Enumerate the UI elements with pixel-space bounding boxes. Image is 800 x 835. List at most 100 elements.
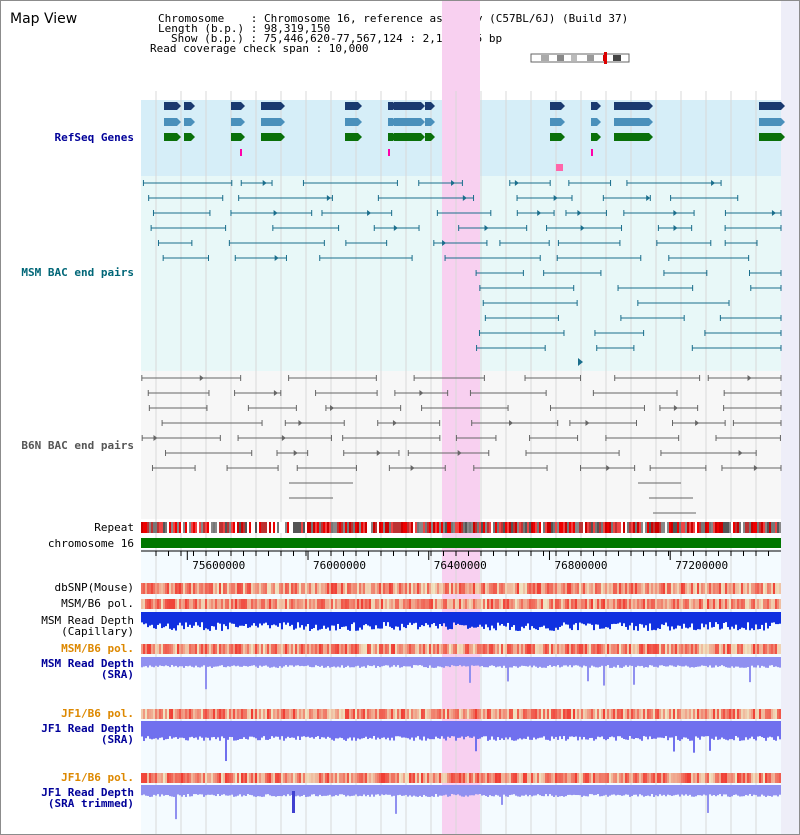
jf1-trim-depth-bar [749, 785, 751, 795]
repeat-segment [409, 522, 411, 533]
jf1-trim-depth-bar [185, 785, 187, 797]
repeat-segment [519, 522, 521, 533]
track-label-b6n-bac[interactable]: B6N BAC end pairs [21, 439, 134, 452]
jf1-pol2-heat [179, 773, 181, 783]
jf1-depth-bar [527, 721, 529, 737]
msm-pol-sra-heat [175, 644, 177, 654]
msm-capillary-depth-bar [315, 612, 317, 625]
msm-pol-sra-heat [203, 644, 205, 654]
msm-pol-heat [369, 599, 371, 609]
dbsnp-heat [223, 583, 225, 594]
jf1-trim-depth-bar [453, 785, 455, 795]
jf1-depth-bar [625, 721, 627, 740]
msm-pol-heat [663, 599, 665, 609]
jf1-trim-depth-bar [401, 785, 403, 796]
jf1-pol2-heat [261, 773, 263, 783]
dbsnp-heat [531, 583, 533, 594]
length-info: Length (b.p.) : 98,319,150 [158, 22, 331, 35]
msm-pol-heat [691, 599, 693, 609]
repeat-segment [635, 522, 637, 533]
jf1-pol-heat [495, 709, 497, 719]
msm-pol-sra-heat [469, 644, 471, 654]
msm-pol-sra-heat [641, 644, 643, 654]
dbsnp-heat [435, 583, 437, 594]
jf1-pol2-heat [203, 773, 205, 783]
msm-pol-heat [777, 599, 779, 609]
jf1-pol-heat [477, 709, 479, 719]
msm-capillary-depth-bar [635, 612, 637, 627]
msm-sra-depth-bar [647, 657, 649, 668]
dbsnp-heat [697, 583, 699, 594]
msm-pol-heat [683, 599, 685, 609]
track-label-refseq[interactable]: RefSeq Genes [54, 131, 134, 144]
repeat-segment [523, 522, 525, 533]
jf1-pol2-heat [275, 773, 277, 783]
msm-sra-depth-bar [283, 657, 285, 667]
jf1-pol2-heat [497, 773, 499, 783]
msm-capillary-depth-bar [449, 612, 451, 629]
msm-pol-heat [171, 599, 173, 609]
repeat-segment [763, 522, 765, 533]
msm-pol-heat [675, 599, 677, 609]
msm-sra-depth-bar [441, 657, 443, 668]
b6n-pair-arrow [376, 450, 381, 456]
msm-capillary-depth-bar [467, 612, 469, 629]
dbsnp-heat [397, 583, 399, 594]
jf1-pol-heat [713, 709, 715, 719]
jf1-pol2-heat [485, 773, 487, 783]
repeat-segment [689, 522, 691, 533]
jf1-pol-heat [641, 709, 643, 719]
msm-sra-depth-bar [495, 657, 497, 668]
msm-pol-sra-heat [665, 644, 667, 654]
msm-pol-sra-heat [193, 644, 195, 654]
msm-pol-heat [517, 599, 519, 609]
msm-pol-sra-heat [503, 644, 505, 654]
track-label-msm-bac[interactable]: MSM BAC end pairs [21, 266, 134, 279]
msm-pol-sra-heat [465, 644, 467, 654]
jf1-pol2-heat [683, 773, 685, 783]
repeat-segment [471, 522, 473, 533]
msm-sra-depth-bar [163, 657, 165, 667]
msm-sra-depth-bar [255, 657, 257, 667]
msm-sra-depth-bar [183, 657, 185, 668]
jf1-pol-heat [609, 709, 611, 719]
jf1-pol-heat [623, 709, 625, 719]
repeat-segment [483, 522, 485, 533]
refseq-gene [550, 133, 561, 141]
msm-pol-heat [153, 599, 155, 609]
dbsnp-heat [417, 583, 419, 594]
repeat-segment [601, 522, 603, 533]
dbsnp-heat [189, 583, 191, 594]
msm-sra-depth-bar [433, 657, 435, 668]
msm-pol-heat [169, 599, 171, 609]
jf1-trim-depth-bar [777, 785, 779, 797]
msm-capillary-depth-bar [677, 612, 679, 626]
jf1-depth-bar [315, 721, 317, 737]
jf1-trim-depth-bar [363, 785, 365, 795]
jf1-depth-bar [503, 721, 505, 740]
jf1-depth-bar [715, 721, 717, 737]
b6n-pair-arrow [298, 420, 303, 426]
jf1-pol-heat [269, 709, 271, 719]
msm-sra-depth-bar [777, 657, 779, 668]
dbsnp-heat [267, 583, 269, 594]
jf1-depth-bar [613, 721, 615, 738]
jf1-pol2-heat [259, 773, 261, 783]
msm-capillary-depth-bar [685, 612, 687, 628]
jf1-depth-bar [267, 721, 269, 740]
repeat-segment [747, 522, 749, 533]
refseq-gene [614, 118, 649, 126]
jf1-pol-heat [339, 709, 341, 719]
refseq-gene [614, 133, 649, 141]
jf1-pol-heat [307, 709, 309, 719]
jf1-pol2-heat [447, 773, 449, 783]
msm-pol-sra-heat [321, 644, 323, 654]
jf1-pol2-heat [729, 773, 731, 783]
msm-pol-heat [497, 599, 499, 609]
jf1-depth-bar [579, 721, 581, 737]
jf1-trim-depth-bar [539, 785, 541, 796]
jf1-pol2-heat [511, 773, 513, 783]
msm-sra-depth-bar [553, 657, 555, 666]
repeat-segment [687, 522, 689, 533]
